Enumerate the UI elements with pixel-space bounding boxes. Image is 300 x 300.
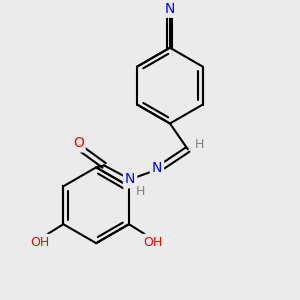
Text: H: H [195,138,205,151]
Text: OH: OH [30,236,49,249]
Text: OH: OH [143,236,163,249]
Text: N: N [165,2,175,16]
Text: N: N [125,172,135,186]
Text: H: H [135,185,145,198]
Text: N: N [152,161,162,176]
Text: O: O [73,136,84,150]
